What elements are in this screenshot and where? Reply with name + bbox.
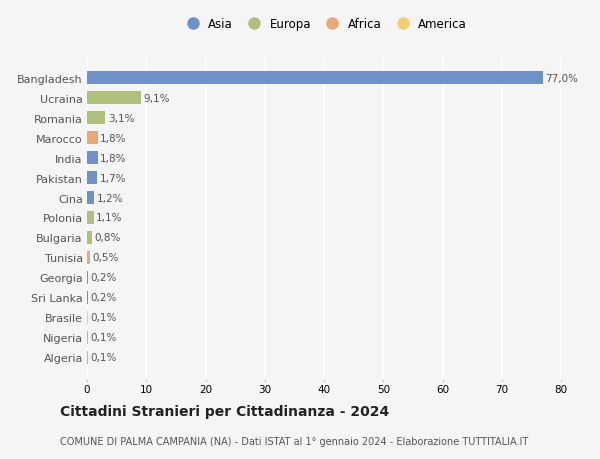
Bar [87, 92, 141, 105]
Text: 1,8%: 1,8% [100, 153, 127, 163]
Bar [87, 132, 98, 145]
Text: 0,8%: 0,8% [94, 233, 121, 243]
Text: 1,2%: 1,2% [97, 193, 123, 203]
Bar [87, 152, 98, 165]
Bar [87, 252, 90, 264]
Text: 0,5%: 0,5% [92, 253, 119, 263]
Bar [87, 212, 94, 224]
Legend: Asia, Europa, Africa, America: Asia, Europa, Africa, America [181, 18, 467, 31]
Text: 1,7%: 1,7% [100, 173, 126, 183]
Bar [87, 172, 97, 185]
Text: 0,1%: 0,1% [90, 313, 116, 323]
Text: 77,0%: 77,0% [545, 73, 578, 84]
Text: 0,1%: 0,1% [90, 333, 116, 342]
Text: Cittadini Stranieri per Cittadinanza - 2024: Cittadini Stranieri per Cittadinanza - 2… [60, 404, 389, 419]
Bar [87, 291, 88, 304]
Text: 9,1%: 9,1% [143, 94, 170, 103]
Text: 0,1%: 0,1% [90, 353, 116, 363]
Bar [87, 112, 106, 125]
Bar [87, 72, 543, 85]
Text: 3,1%: 3,1% [108, 113, 134, 123]
Text: 1,1%: 1,1% [96, 213, 122, 223]
Bar [87, 191, 94, 205]
Text: 0,2%: 0,2% [91, 273, 117, 283]
Text: COMUNE DI PALMA CAMPANIA (NA) - Dati ISTAT al 1° gennaio 2024 - Elaborazione TUT: COMUNE DI PALMA CAMPANIA (NA) - Dati IST… [60, 437, 528, 446]
Text: 1,8%: 1,8% [100, 133, 127, 143]
Bar [87, 231, 92, 245]
Bar [87, 271, 88, 284]
Text: 0,2%: 0,2% [91, 293, 117, 303]
